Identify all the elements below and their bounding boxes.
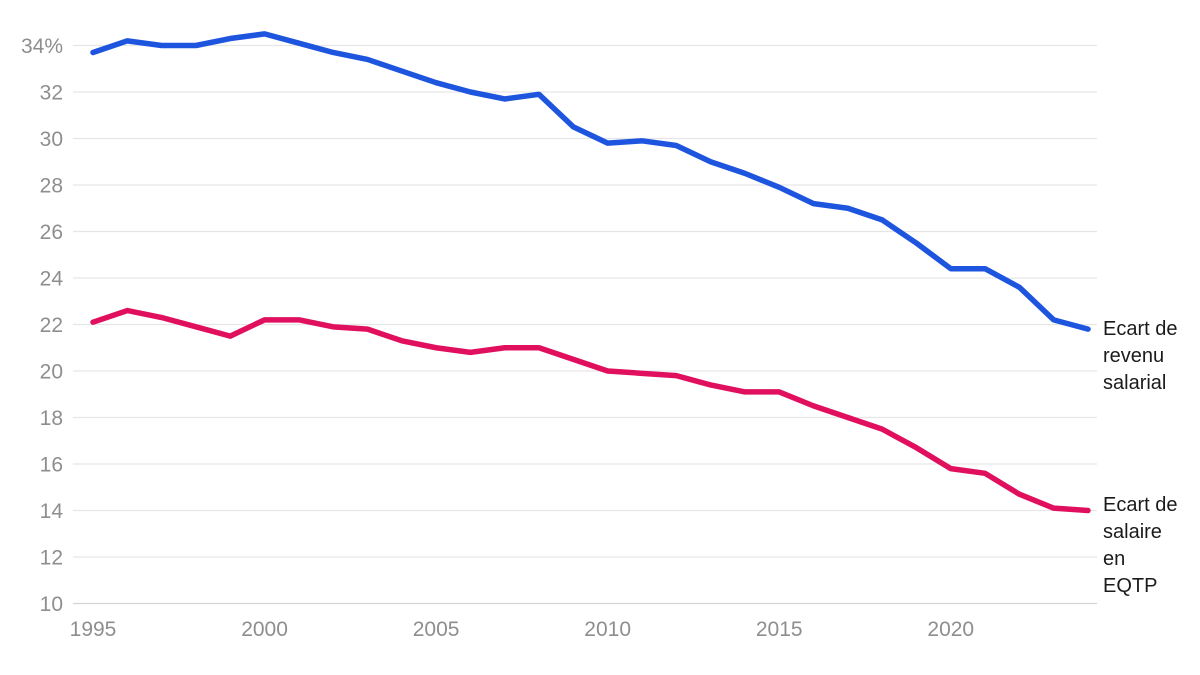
y-tick-24: 24 [40,268,64,291]
y-tick-28: 28 [40,175,63,198]
y-tick-26: 26 [40,221,63,244]
x-tick-2015: 2015 [756,618,803,641]
y-tick-34: 34% [21,35,63,58]
y-tick-10: 10 [40,593,63,616]
y-tick-14: 14 [40,500,64,523]
x-tick-2000: 2000 [241,618,288,641]
y-tick-16: 16 [40,454,63,477]
y-tick-20: 20 [40,361,63,384]
x-tick-2005: 2005 [413,618,460,641]
x-tick-2020: 2020 [927,618,974,641]
series-line-revenu-salarial [90,31,1091,332]
y-axis-tick-labels: 34% 32 30 28 26 24 22 20 18 16 14 12 10 [21,35,63,616]
x-axis-tick-labels: 1995 2000 2005 2010 2015 2020 [70,618,974,641]
series-label-ecart-salaire-eqtp: Ecart de salaire en EQTP [1103,494,1178,597]
series-line-salaire-eqtp [90,307,1091,514]
x-tick-2010: 2010 [584,618,631,641]
x-tick-1995: 1995 [70,618,117,641]
y-tick-18: 18 [40,407,63,430]
y-tick-12: 12 [40,547,63,570]
y-tick-30: 30 [40,128,63,151]
series-label-ecart-revenu-salarial: Ecart de revenu salarial [1103,318,1178,394]
series-lines [90,31,1091,514]
gridlines [73,44,1097,605]
y-tick-22: 22 [40,314,63,337]
y-tick-32: 32 [40,82,63,105]
